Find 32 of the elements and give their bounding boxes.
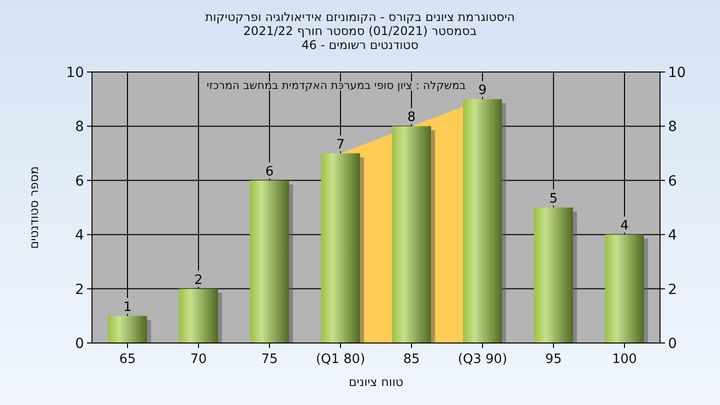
- x-tick-label: 95: [545, 352, 562, 367]
- y-tick-label: 2: [75, 282, 84, 298]
- y-tick-label: 6: [75, 173, 84, 190]
- y2-tick-label: 4: [668, 228, 677, 244]
- data-label: 4: [620, 218, 629, 234]
- x-tick-label: 100: [612, 352, 637, 367]
- y-tick-label: 10: [66, 65, 84, 81]
- data-label: 9: [478, 83, 487, 98]
- y2-tick-label: 8: [668, 119, 677, 136]
- data-label: 7: [336, 137, 345, 152]
- y2-tick-label: 2: [668, 282, 677, 298]
- y-tick-label: 4: [75, 228, 84, 244]
- y2-tick-label: 0: [668, 336, 677, 352]
- y2-tick-label: 10: [668, 65, 686, 81]
- x-tick-label: 85: [403, 352, 420, 367]
- data-label: 6: [265, 164, 274, 180]
- y2-tick-label: 6: [668, 173, 677, 190]
- y-axis-title: מספר סטודנטים: [27, 166, 41, 249]
- x-tick-label: (Q1 80): [316, 352, 366, 367]
- y-tick-label: 8: [75, 119, 84, 136]
- x-tick-label: 75: [261, 352, 278, 367]
- data-label: 2: [194, 272, 203, 288]
- x-tick-label: 70: [190, 352, 207, 367]
- x-axis-title: טווח ציונים: [348, 375, 404, 389]
- y-tick-label: 0: [75, 336, 84, 352]
- data-label: 1: [123, 300, 132, 315]
- chart-subtitle: בסמסטר (01/2021) סמסטר חורף 2021/22 סטודנטים רשומים - 46: [243, 24, 477, 52]
- x-tick-label: 65: [119, 352, 136, 367]
- data-label: 8: [407, 110, 416, 126]
- chart-title: היסטוגרמת ציונים בקורס - הקומוניזם אידיאולוגיה ופרקטיקות: [205, 10, 515, 24]
- x-tick-label: (Q3 90): [458, 352, 508, 367]
- data-label: 5: [549, 192, 558, 206]
